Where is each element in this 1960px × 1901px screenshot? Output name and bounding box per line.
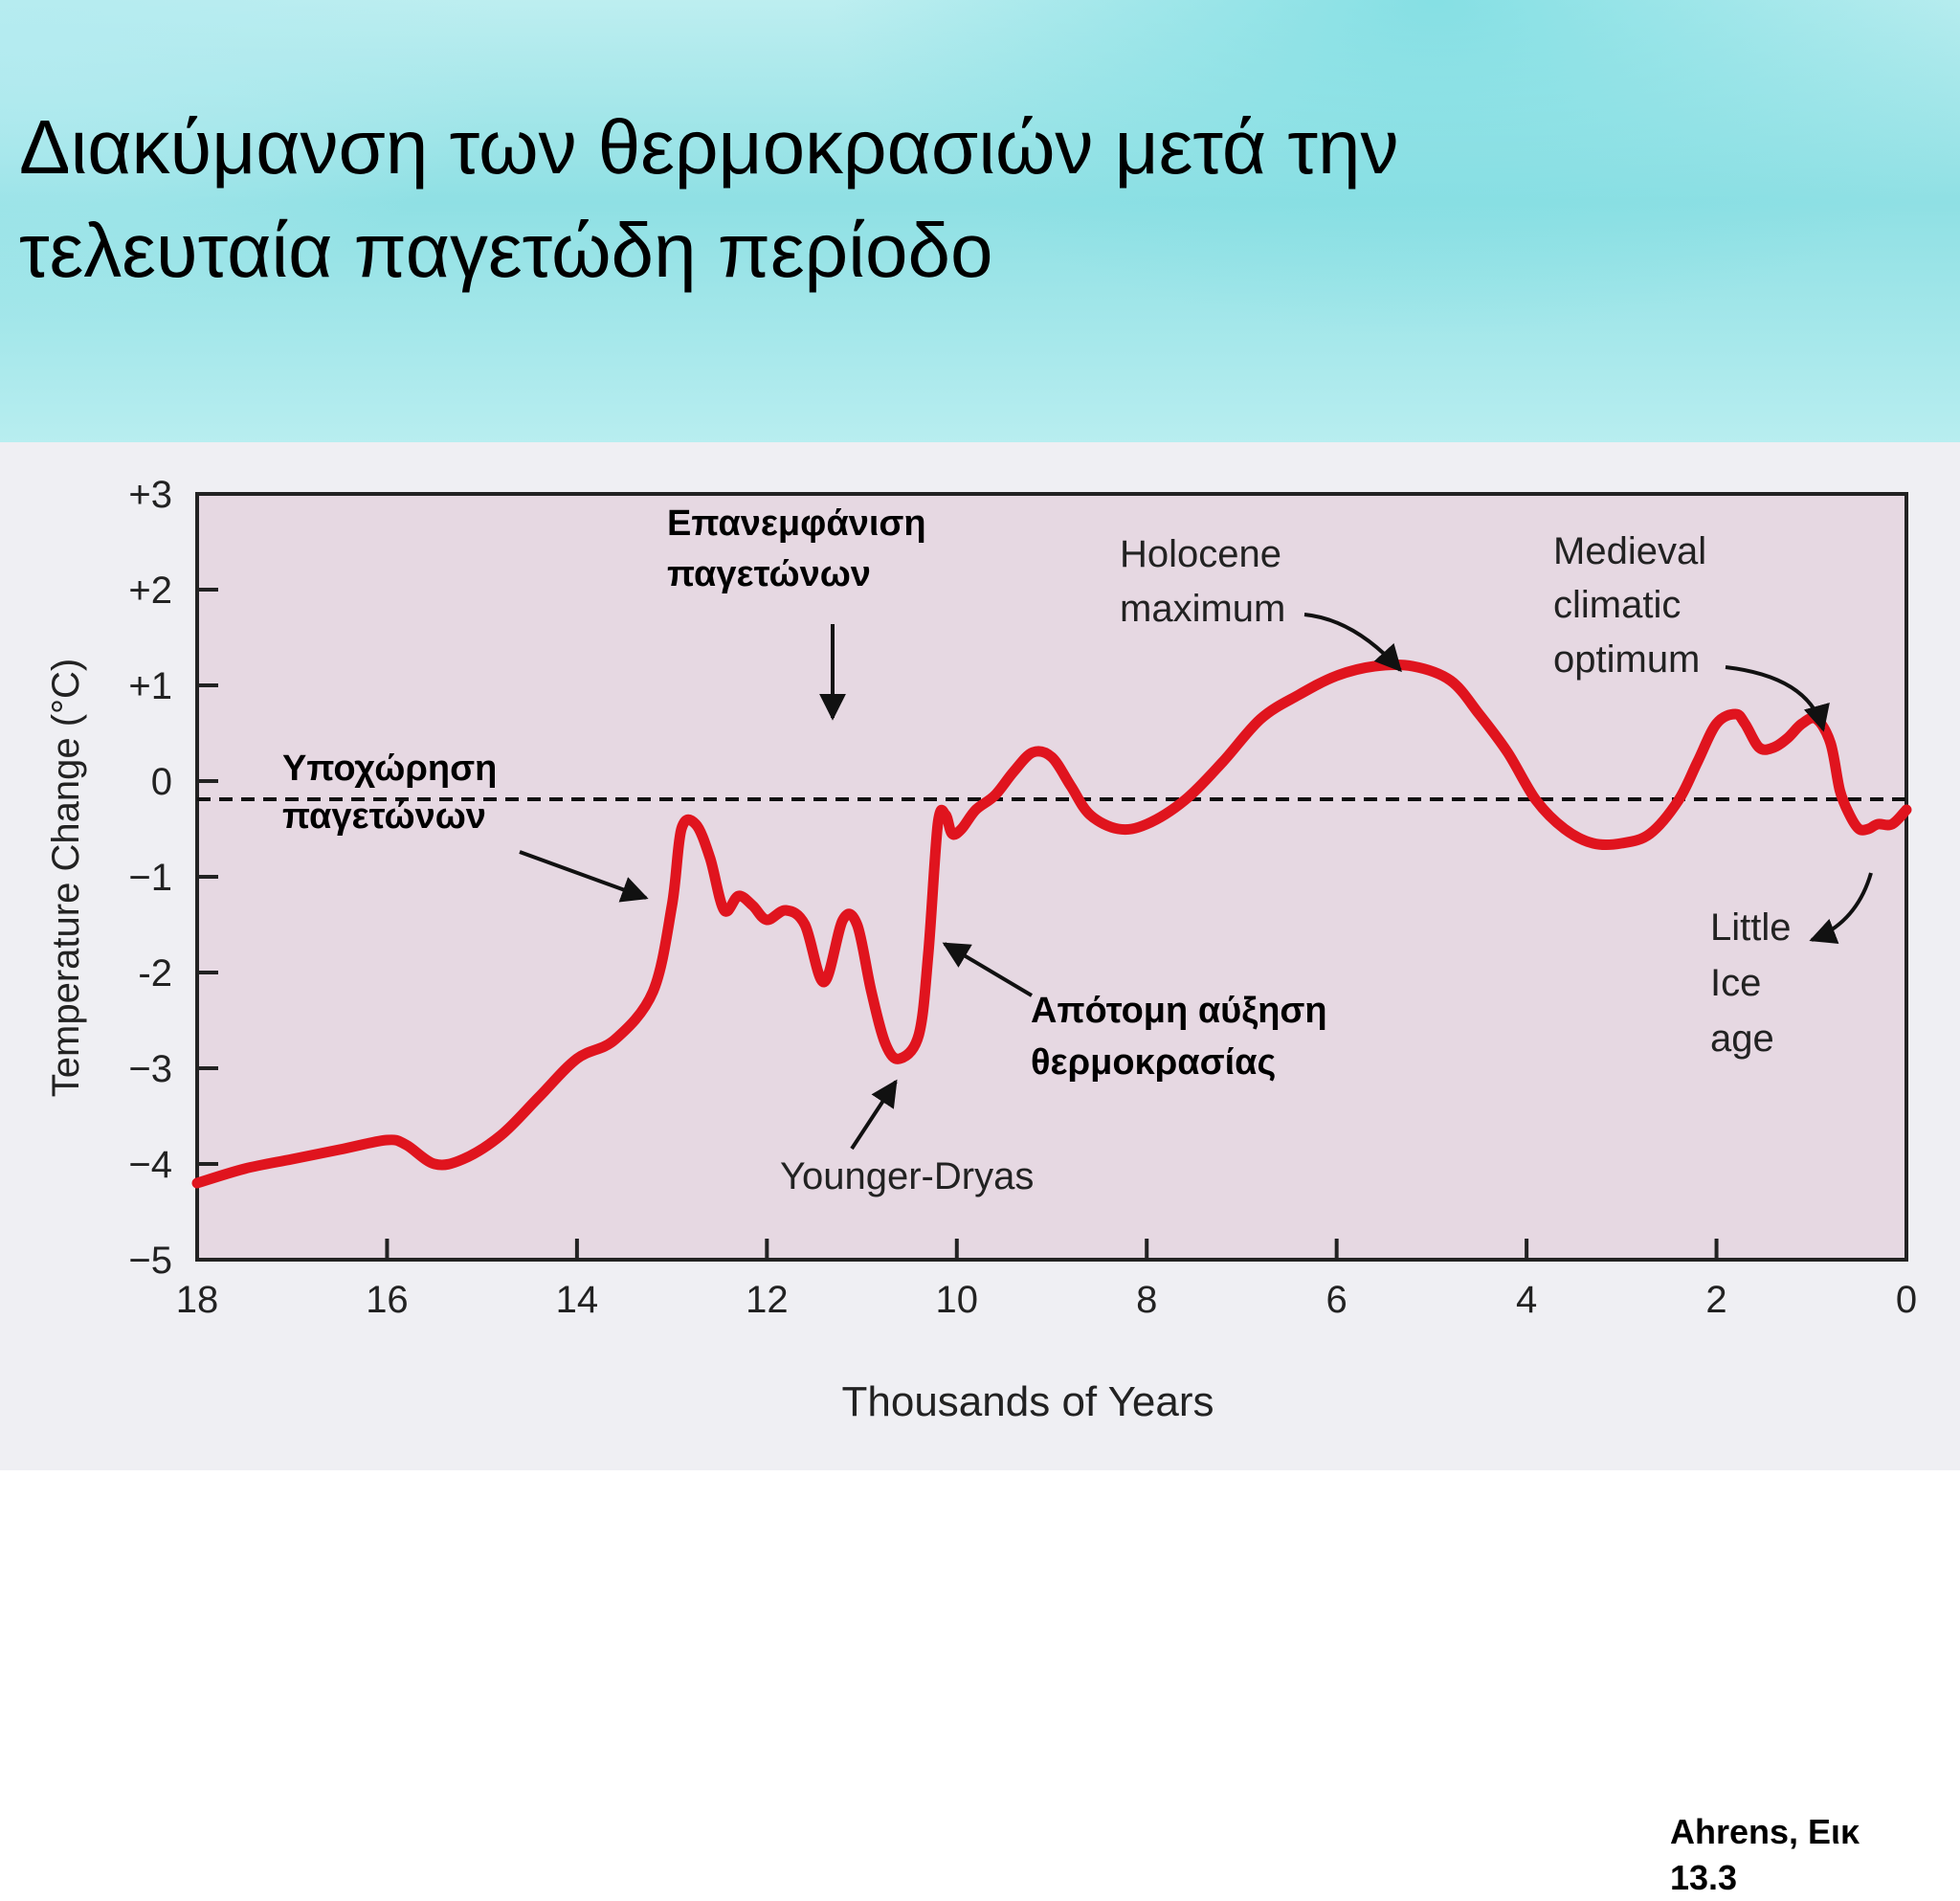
annotation-retreat-line-2: παγετώνων <box>282 796 486 837</box>
x-axis: 18 16 14 12 10 8 6 4 2 0 <box>176 1239 1917 1321</box>
y-tick-label: 0 <box>151 761 172 803</box>
annotation-medieval-line-1: Medieval <box>1553 530 1706 572</box>
annotation-lia-line-3: age <box>1710 1018 1774 1060</box>
annotation-abrupt-line-1: Απότομη αύξηση <box>1031 991 1327 1031</box>
annotation-abrupt-warming: Απότομη αύξηση θερμοκρασίας <box>942 942 1327 1083</box>
y-axis: +3 +2 +1 0 −1 -2 −3 −4 −5 <box>128 474 218 1282</box>
x-tick-label: 0 <box>1896 1279 1917 1321</box>
plot-area <box>195 492 1908 1262</box>
annotation-holocene: Holocene maximum <box>1120 533 1402 673</box>
x-tick-label: 8 <box>1136 1279 1157 1321</box>
citation-line-1: Ahrens, Εικ <box>1670 1812 1860 1851</box>
annotation-abrupt-arrow <box>942 942 1034 997</box>
temperature-chart: +3 +2 +1 0 −1 -2 −3 −4 −5 18 16 14 12 10 8 6 4 2 0 Temper… <box>45 474 1917 1425</box>
annotation-retreat-arrow <box>519 850 649 903</box>
annotation-little-ice-age: Little Ice age <box>1710 872 1873 1060</box>
y-axis-label: Temperature Change (°C) <box>45 659 87 1097</box>
annotation-holocene-arrow <box>1303 613 1402 673</box>
x-tick-label: 2 <box>1705 1279 1726 1321</box>
x-tick-label: 6 <box>1326 1279 1348 1321</box>
citation-line-2: 13.3 <box>1670 1858 1738 1897</box>
annotation-medieval: Medieval climatic optimum <box>1553 530 1830 732</box>
x-tick-label: 16 <box>366 1279 409 1321</box>
x-tick-label: 12 <box>746 1279 789 1321</box>
annotation-readvance: Επανεμφάνιση παγετώνων <box>667 503 926 721</box>
y-tick-label: +2 <box>128 570 172 612</box>
x-tick-label: 4 <box>1516 1279 1537 1321</box>
x-axis-label: Thousands of Years <box>842 1378 1214 1425</box>
x-tick-label: 14 <box>556 1279 599 1321</box>
y-tick-label: −4 <box>128 1144 172 1186</box>
annotation-holocene-line-2: maximum <box>1120 588 1285 630</box>
slide-title-line-2: τελευταία παγετώδη περίοδο <box>19 208 993 293</box>
annotation-medieval-line-2: climatic <box>1553 584 1681 626</box>
annotation-abrupt-line-2: θερμοκρασίας <box>1031 1042 1276 1083</box>
y-tick-label: +3 <box>128 474 172 516</box>
annotation-readvance-line-1: Επανεμφάνιση <box>667 503 926 544</box>
annotation-younger-dryas: Younger-Dryas <box>780 1079 1034 1197</box>
annotation-lia-line-1: Little <box>1710 906 1792 949</box>
y-tick-label: −3 <box>128 1048 172 1090</box>
slide-title: Διακύμανση των θερμοκρασιών μετά την τελ… <box>19 96 1838 302</box>
slide-header-background <box>0 0 1960 450</box>
x-tick-label: 10 <box>936 1279 979 1321</box>
annotation-medieval-line-3: optimum <box>1553 638 1700 681</box>
annotation-younger-dryas-arrow <box>850 1079 898 1151</box>
slide-title-line-1: Διακύμανση των θερμοκρασιών μετά την <box>19 104 1399 190</box>
annotation-medieval-arrow <box>1725 665 1830 732</box>
annotation-retreat-line-1: Υποχώρηση <box>282 749 497 789</box>
annotation-lia-arrow <box>1809 872 1873 945</box>
annotation-retreat: Υποχώρηση παγετώνων <box>282 749 649 903</box>
y-tick-label: -2 <box>138 952 172 995</box>
y-tick-label: −1 <box>128 857 172 899</box>
annotation-younger-dryas-label: Younger-Dryas <box>780 1155 1034 1197</box>
temperature-curve <box>191 659 1912 1189</box>
annotation-lia-line-2: Ice <box>1710 962 1761 1004</box>
x-tick-label: 18 <box>176 1279 219 1321</box>
y-tick-label: +1 <box>128 665 172 707</box>
y-tick-label: −5 <box>128 1240 172 1282</box>
annotation-holocene-line-1: Holocene <box>1120 533 1281 575</box>
figure-citation: Ahrens, Εικ 13.3 <box>1670 1809 1919 1901</box>
figure-panel: +3 +2 +1 0 −1 -2 −3 −4 −5 18 16 14 12 10 8 6 4 2 0 Temper… <box>0 442 1960 1897</box>
annotation-readvance-line-2: παγετώνων <box>667 554 871 594</box>
